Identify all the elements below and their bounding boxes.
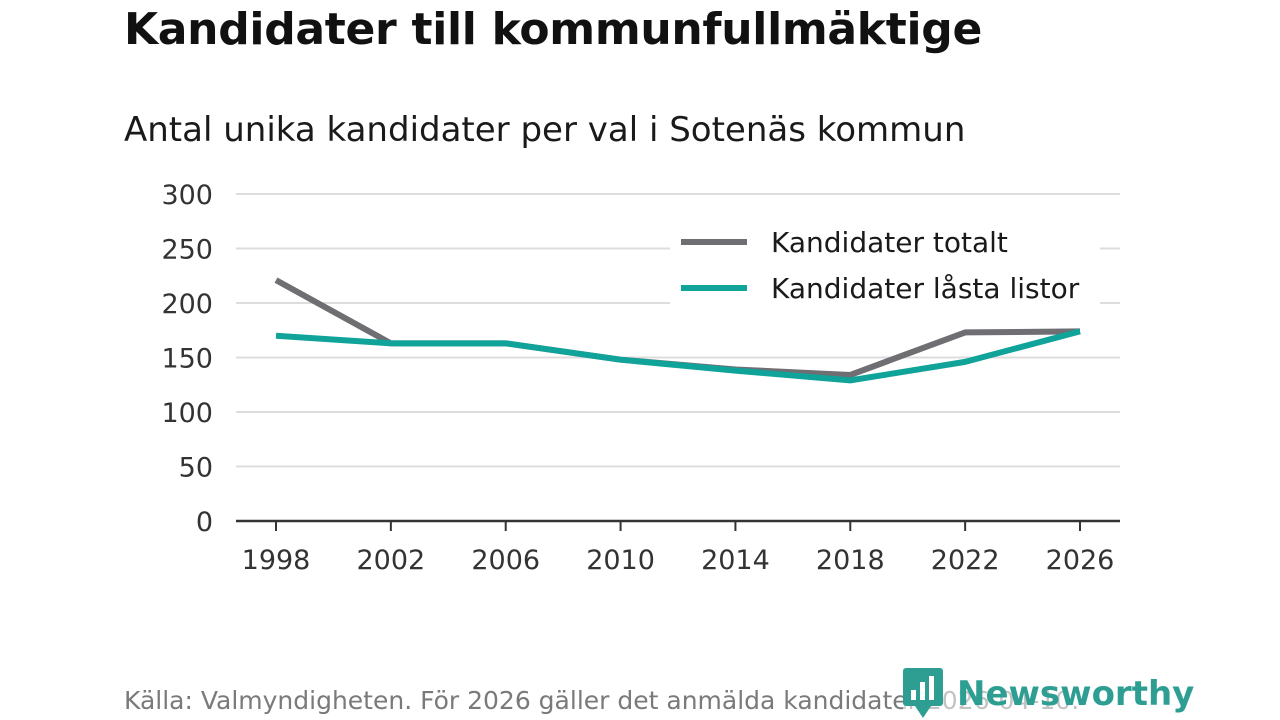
x-tick-label: 2006 <box>471 545 540 576</box>
series-lines <box>274 277 1081 384</box>
line-chart: 0 50 100 150 200 250 300 1998 2002 2006 2010 2014 2… <box>161 180 1120 576</box>
chart-subtitle: Antal unika kandidater per val i Sotenäs… <box>124 110 966 150</box>
x-tick-label: 2022 <box>931 545 1000 576</box>
chart-title: Kandidater till kommunfullmäktige <box>124 4 983 55</box>
y-tick-label: 200 <box>161 289 213 320</box>
legend-label: Kandidater totalt <box>771 226 1008 259</box>
y-tick-label: 100 <box>161 398 213 429</box>
legend-label: Kandidater låsta listor <box>771 272 1080 305</box>
x-axis: 1998 2002 2006 2010 2014 2018 2022 2026 <box>236 519 1120 576</box>
x-tick-label: 1998 <box>242 545 311 576</box>
y-tick-label: 50 <box>179 453 213 484</box>
x-tick-label: 2026 <box>1046 545 1115 576</box>
x-tick-label: 2010 <box>586 545 655 576</box>
y-tick-label: 0 <box>196 507 213 538</box>
legend: Kandidater totalt Kandidater låsta listor <box>670 222 1100 308</box>
series-line-lasta-listor <box>275 328 1081 384</box>
y-axis-ticks: 0 50 100 150 200 250 300 <box>161 180 213 538</box>
bar-chart-pin-icon <box>903 668 943 718</box>
x-tick-label: 2014 <box>701 545 770 576</box>
brand-logo-group: Newsworthy <box>903 668 1195 720</box>
brand-name: Newsworthy <box>957 674 1195 714</box>
legend-background <box>670 222 1100 308</box>
y-tick-label: 250 <box>161 235 213 266</box>
y-tick-label: 150 <box>161 344 213 375</box>
y-tick-label: 300 <box>161 180 213 211</box>
x-tick-label: 2002 <box>356 545 425 576</box>
x-tick-label: 2018 <box>816 545 885 576</box>
